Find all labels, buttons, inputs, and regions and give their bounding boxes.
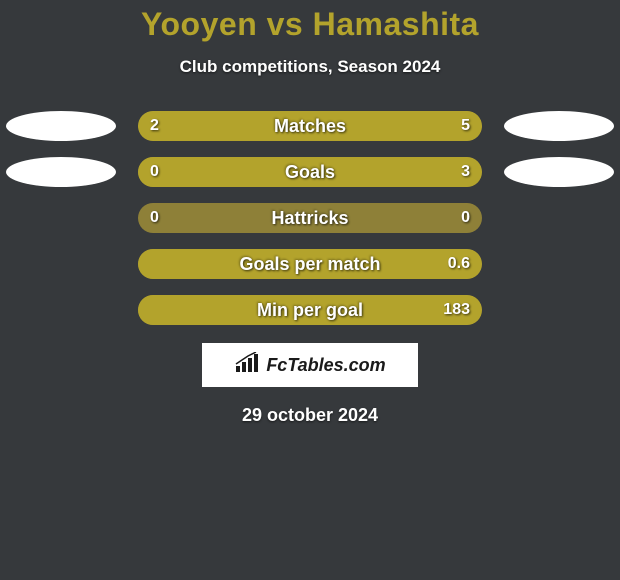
page-title: Yooyen vs Hamashita <box>0 0 620 43</box>
stats-container: 25Matches 03Goals 0 0Hattricks 0.6Goals per … <box>0 111 620 325</box>
stat-row: 25Matches <box>0 111 620 141</box>
player-oval-right <box>504 157 614 187</box>
stat-bar: 0.6Goals per match <box>138 249 482 279</box>
stat-value-left: 0 <box>150 203 159 233</box>
player-oval-left <box>6 111 116 141</box>
stat-bar: 25Matches <box>138 111 482 141</box>
stat-row: 03Goals <box>0 157 620 187</box>
stat-bar: 183Min per goal <box>138 295 482 325</box>
chart-icon <box>234 352 260 379</box>
logo-text: FcTables.com <box>266 355 385 376</box>
stat-row: 0.6Goals per match <box>0 249 620 279</box>
player-oval-right <box>504 111 614 141</box>
bar-fill-right <box>138 249 482 279</box>
bar-fill-right <box>234 111 482 141</box>
subtitle: Club competitions, Season 2024 <box>0 57 620 77</box>
comparison-infographic: Yooyen vs Hamashita Club competitions, S… <box>0 0 620 580</box>
date-text: 29 october 2024 <box>0 405 620 426</box>
stat-value-right: 0 <box>461 203 470 233</box>
stat-row: 0 0Hattricks <box>0 203 620 233</box>
logo-box: FcTables.com <box>202 343 418 387</box>
stat-row: 183Min per goal <box>0 295 620 325</box>
stat-label: Hattricks <box>138 203 482 233</box>
stat-bar: 0 0Hattricks <box>138 203 482 233</box>
bar-fill-right <box>138 295 482 325</box>
bar-fill-left <box>138 111 234 141</box>
stat-bar: 03Goals <box>138 157 482 187</box>
player-oval-left <box>6 157 116 187</box>
bar-fill-right <box>138 157 482 187</box>
